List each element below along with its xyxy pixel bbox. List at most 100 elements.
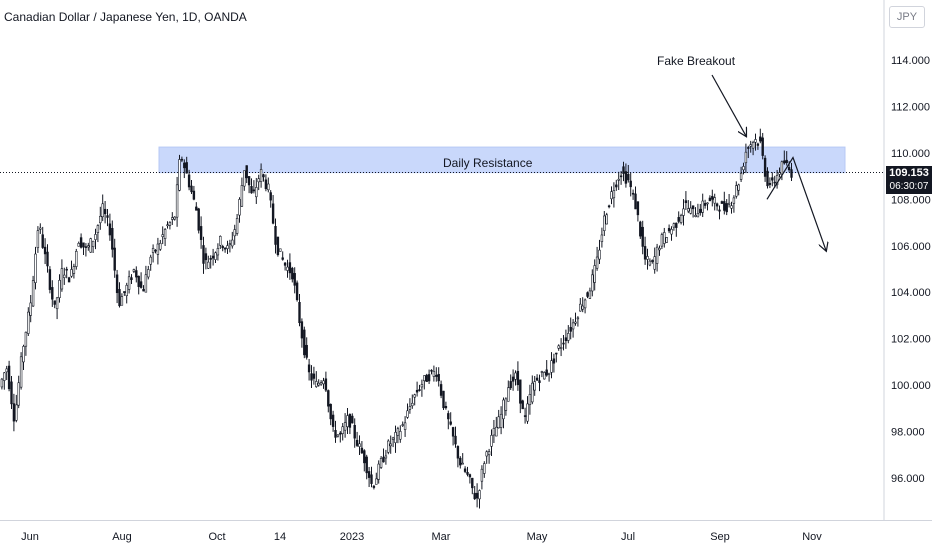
candle-body [430, 369, 433, 372]
candle-body [581, 305, 584, 310]
candle-body [509, 381, 512, 389]
candle-body [435, 374, 438, 377]
candle-body [655, 246, 659, 264]
candle-body [319, 382, 323, 385]
candle-body [91, 240, 95, 248]
candle-body [235, 218, 239, 234]
candle-body [293, 273, 296, 286]
currency-button[interactable]: JPY [889, 6, 925, 28]
price-axis[interactable]: 114.000 112.000 110.000 108.000 106.000 104.0… [891, 55, 931, 485]
candle-body [562, 342, 565, 345]
candle-body [651, 260, 654, 262]
candle-body [701, 200, 704, 213]
candle-body [600, 234, 604, 243]
candle-body [471, 477, 474, 489]
candle-body [365, 456, 368, 474]
candle-body [591, 274, 594, 292]
candle-body [5, 368, 8, 373]
candle-body [449, 421, 452, 425]
candle-body [65, 268, 68, 271]
candle-body [641, 226, 644, 247]
candle-body [351, 415, 354, 424]
candle-body [154, 249, 157, 252]
candles[interactable] [0, 128, 793, 509]
candle-body [634, 193, 637, 210]
candle-body [223, 247, 227, 250]
candle-body [615, 184, 618, 188]
candle-body [778, 172, 781, 175]
candle-body [269, 192, 272, 201]
candle-body [694, 215, 697, 217]
candle-body [706, 202, 709, 205]
candle-body [247, 176, 251, 186]
candle-body [394, 432, 397, 444]
candle-body [646, 256, 649, 260]
candle-body [185, 162, 188, 174]
candle-body [106, 215, 109, 218]
candle-body [281, 257, 284, 260]
candle-body [113, 247, 116, 271]
candle-body [72, 266, 76, 274]
resistance-zone[interactable] [158, 146, 846, 174]
candle-body [120, 296, 124, 306]
candle-body [199, 226, 203, 240]
y-tick-label: 106.000 [891, 241, 931, 253]
candle-body [766, 170, 769, 187]
candle-body [389, 443, 392, 447]
candle-body [687, 208, 690, 212]
candle-body [276, 236, 280, 256]
candle-body [555, 352, 558, 355]
x-tick-label: May [527, 531, 548, 543]
candle-body [303, 329, 306, 356]
candle-body [197, 208, 200, 231]
candle-body [610, 191, 613, 200]
candle-body [396, 428, 400, 436]
candle-body [723, 201, 726, 211]
candle-body [545, 369, 548, 376]
time-axis[interactable]: Jun Aug Oct 14 2023 Mar May Jul Sep Nov [21, 531, 822, 543]
candle-body [310, 373, 313, 381]
candle-body [663, 232, 666, 244]
fake-breakout-arrow[interactable] [711, 74, 746, 136]
candle-body [168, 222, 172, 226]
candle-body [459, 457, 462, 466]
candle-body [504, 398, 508, 411]
candle-body [233, 229, 236, 237]
candle-body [367, 471, 371, 478]
candle-body [144, 274, 148, 293]
candle-body [39, 227, 42, 230]
candle-body [725, 203, 728, 213]
candle-body [466, 472, 469, 475]
candle-body [415, 389, 419, 393]
candle-body [327, 390, 330, 407]
candle-body [790, 169, 793, 178]
candle-body [583, 299, 587, 309]
projection-arrow[interactable] [766, 156, 826, 251]
candle-body [442, 390, 445, 409]
candle-body [785, 159, 788, 164]
candle-body [379, 457, 383, 468]
candle-body [377, 463, 380, 480]
candle-body [715, 203, 719, 207]
candle-body [17, 382, 20, 406]
candle-body [322, 380, 325, 385]
trend-drawings[interactable] [711, 74, 826, 251]
candle-body [619, 175, 623, 178]
candle-body [3, 372, 6, 381]
candle-body [58, 280, 61, 299]
candle-body [423, 375, 426, 382]
candle-body [228, 243, 232, 246]
candle-body [538, 380, 541, 383]
candle-body [127, 276, 131, 290]
x-tick-label: 14 [274, 531, 286, 543]
candle-body [495, 426, 498, 437]
candle-body [216, 248, 220, 256]
candle-body [485, 451, 488, 457]
candle-body [735, 185, 738, 197]
candle-body [375, 478, 378, 485]
candle-body [255, 187, 258, 198]
y-tick-label: 114.000 [891, 55, 930, 67]
candle-body [708, 197, 712, 202]
candle-body [732, 197, 736, 204]
